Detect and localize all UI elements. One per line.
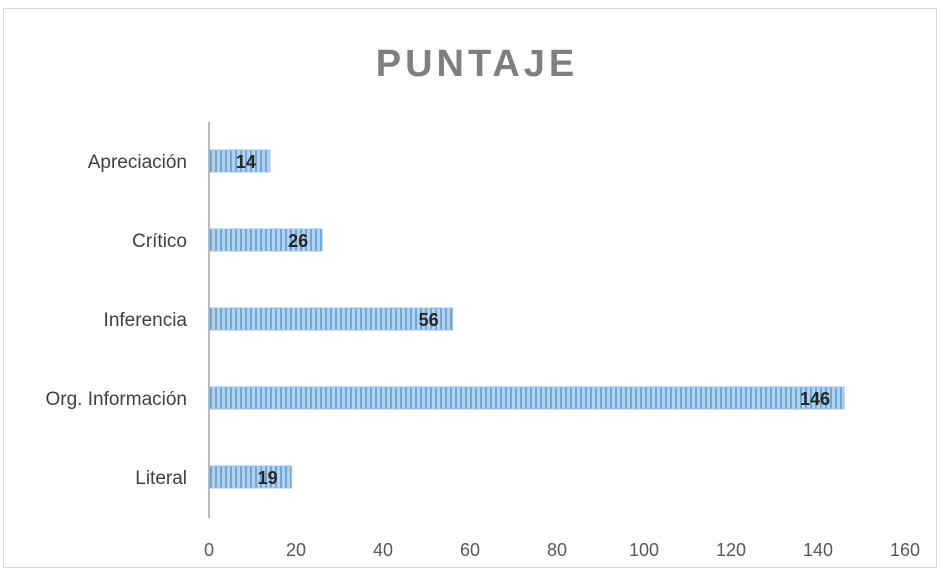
- bar-3: [208, 386, 845, 410]
- bar-2: [208, 307, 454, 331]
- chart-title: PUNTAJE: [376, 43, 579, 85]
- x-tick-label-1: 20: [286, 540, 306, 560]
- labels-layer: Apreciación 14 Crítico 26 Inferencia 56 Org. I…: [46, 152, 921, 560]
- bars-layer: [208, 149, 845, 489]
- data-label-1: 26: [288, 231, 308, 251]
- x-tick-label-6: 120: [716, 540, 746, 560]
- x-tick-label-4: 80: [547, 540, 567, 560]
- category-label-2: Inferencia: [104, 310, 188, 331]
- x-tick-label-0: 0: [204, 540, 214, 560]
- data-label-2: 56: [419, 310, 439, 330]
- x-tick-label-2: 40: [373, 540, 393, 560]
- bar-4: [208, 465, 293, 489]
- category-label-0: Apreciación: [88, 152, 187, 173]
- x-tick-label-8: 160: [890, 540, 920, 560]
- x-tick-label-3: 60: [460, 540, 480, 560]
- x-tick-label-5: 100: [629, 540, 659, 560]
- data-label-4: 19: [258, 468, 278, 488]
- data-label-0: 14: [236, 152, 256, 172]
- category-label-3: Org. Información: [46, 389, 188, 410]
- category-label-4: Literal: [135, 468, 187, 489]
- x-tick-label-7: 140: [803, 540, 833, 560]
- chart-area: [3, 8, 937, 568]
- data-label-3: 146: [800, 389, 830, 409]
- category-label-1: Crítico: [132, 231, 187, 252]
